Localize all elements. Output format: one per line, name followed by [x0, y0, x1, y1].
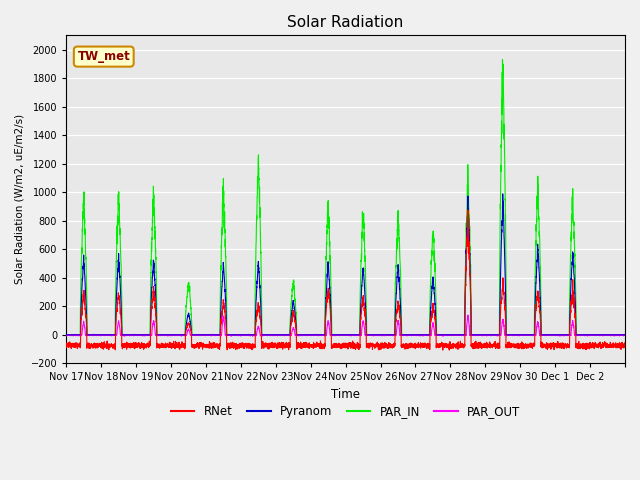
Pyranom — [396, 297, 404, 303]
PAR_OUT — [367, 333, 374, 338]
PAR_IN — [527, 332, 534, 338]
PAR_OUT — [464, 312, 472, 318]
Text: TW_met: TW_met — [77, 50, 130, 63]
PAR_OUT — [62, 333, 70, 339]
Line: RNet: RNet — [66, 210, 625, 350]
RNet — [396, 314, 404, 320]
Pyranom — [499, 191, 507, 197]
PAR_IN — [178, 332, 186, 338]
Legend: RNet, Pyranom, PAR_IN, PAR_OUT: RNet, Pyranom, PAR_IN, PAR_OUT — [166, 401, 525, 423]
PAR_IN — [499, 61, 507, 67]
PAR_OUT — [621, 332, 629, 337]
RNet — [541, 342, 548, 348]
RNet — [367, 340, 374, 346]
Pyranom — [367, 332, 374, 338]
Pyranom — [621, 332, 629, 338]
Line: PAR_OUT: PAR_OUT — [66, 315, 625, 336]
RNet — [499, 285, 507, 291]
PAR_IN — [396, 266, 404, 272]
Pyranom — [527, 332, 534, 338]
RNet — [464, 207, 472, 213]
RNet — [178, 344, 186, 350]
PAR_OUT — [527, 332, 534, 338]
RNet — [527, 342, 534, 348]
PAR_OUT — [541, 332, 548, 338]
PAR_OUT — [178, 333, 186, 338]
PAR_OUT — [499, 317, 507, 323]
Title: Solar Radiation: Solar Radiation — [287, 15, 404, 30]
Line: Pyranom: Pyranom — [66, 194, 625, 335]
PAR_OUT — [396, 332, 404, 338]
PAR_IN — [621, 332, 629, 338]
RNet — [62, 343, 70, 348]
Pyranom — [62, 332, 70, 338]
Line: PAR_IN: PAR_IN — [66, 60, 625, 335]
Y-axis label: Solar Radiation (W/m2, uE/m2/s): Solar Radiation (W/m2, uE/m2/s) — [15, 114, 25, 285]
Pyranom — [499, 200, 507, 206]
X-axis label: Time: Time — [331, 388, 360, 401]
PAR_IN — [541, 332, 548, 338]
PAR_OUT — [439, 334, 447, 339]
RNet — [445, 347, 453, 353]
RNet — [621, 342, 629, 348]
PAR_IN — [62, 332, 70, 338]
Pyranom — [178, 332, 186, 338]
Pyranom — [541, 332, 548, 338]
PAR_IN — [499, 57, 506, 62]
PAR_IN — [367, 332, 374, 338]
